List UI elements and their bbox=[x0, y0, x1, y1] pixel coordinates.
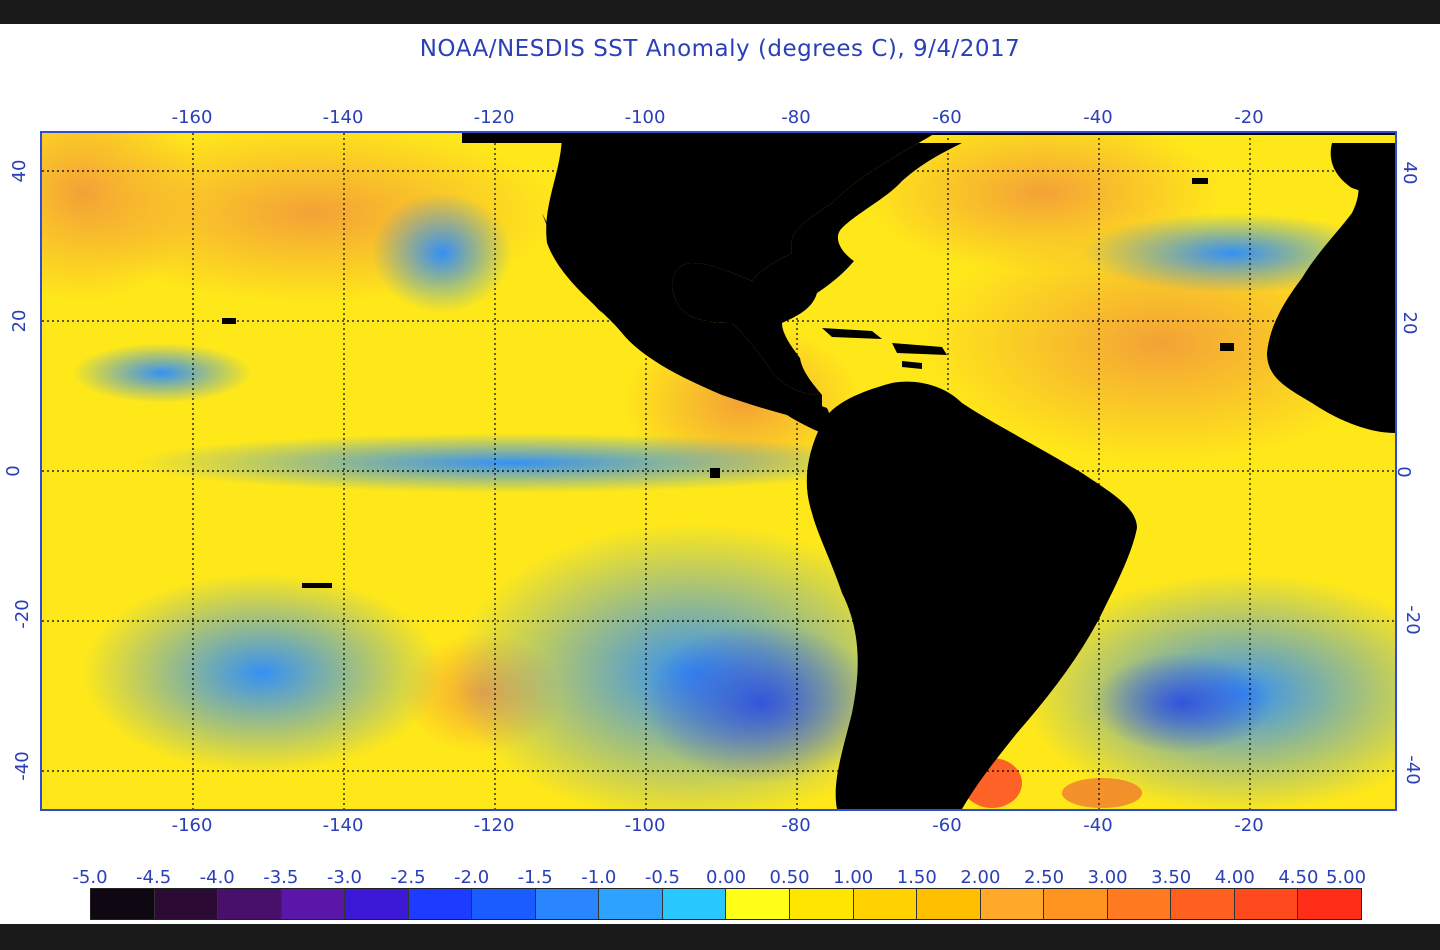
colorbar-label: 3.00 bbox=[1087, 867, 1128, 888]
lon-tick-top: -120 bbox=[473, 107, 515, 128]
lon-tick-top: -160 bbox=[171, 107, 213, 128]
lon-tick-bottom: -160 bbox=[171, 815, 213, 836]
lon-tick-bottom: -120 bbox=[473, 815, 515, 836]
colorbar-segment bbox=[408, 889, 473, 919]
colorbar-label: -2.0 bbox=[454, 867, 490, 888]
land-africa bbox=[1267, 143, 1395, 433]
colorbar-label: 0.50 bbox=[769, 867, 810, 888]
bottom-letterbox bbox=[0, 924, 1440, 950]
land-iberia bbox=[1330, 143, 1395, 203]
top-letterbox bbox=[0, 0, 1440, 24]
colorbar-segment bbox=[91, 889, 155, 919]
lat-tick-right: 20 bbox=[1398, 311, 1420, 335]
warm-patch-west bbox=[42, 133, 202, 303]
colorbar-segment bbox=[1107, 889, 1172, 919]
land-small-island-2 bbox=[1192, 178, 1208, 184]
colorbar-label: -1.5 bbox=[517, 867, 553, 888]
colorbar-label: -0.5 bbox=[644, 867, 680, 888]
colorbar-segment bbox=[1044, 889, 1108, 919]
lat-tick-right: 40 bbox=[1398, 161, 1420, 185]
colorbar-segment bbox=[1234, 889, 1299, 919]
land-north-america-west-coast bbox=[462, 133, 932, 423]
colorbar-label: 3.50 bbox=[1151, 867, 1192, 888]
land-central-america bbox=[732, 323, 831, 433]
colorbar-label: 0.00 bbox=[705, 867, 747, 888]
cool-southeast-pacific-core bbox=[642, 623, 882, 783]
colorbar-segment bbox=[218, 889, 282, 919]
cool-central-north bbox=[72, 343, 252, 403]
colorbar-segment bbox=[599, 889, 663, 919]
colorbar-segment bbox=[345, 889, 409, 919]
lon-tick-bottom: -100 bbox=[624, 815, 666, 836]
lon-tick-bottom: -80 bbox=[781, 815, 811, 836]
lat-tick-left: 40 bbox=[8, 159, 30, 183]
lon-tick-top: -20 bbox=[1234, 107, 1264, 128]
colorbar-segment bbox=[980, 889, 1045, 919]
lon-tick-top: -60 bbox=[932, 107, 962, 128]
map-title: NOAA/NESDIS SST Anomaly (degrees C), 9/4… bbox=[419, 36, 1021, 62]
colorbar-segment bbox=[790, 889, 854, 919]
colorbar-label: -5.0 bbox=[72, 867, 108, 888]
land-south-america bbox=[806, 381, 1137, 809]
lat-tick-left: -40 bbox=[12, 751, 34, 781]
colorbar-label: -4.0 bbox=[199, 867, 235, 888]
colorbar-label: 5.00 bbox=[1325, 867, 1367, 888]
colorbar-label: -4.5 bbox=[136, 867, 172, 888]
lat-tick-right: -40 bbox=[1402, 755, 1424, 785]
colorbar-label: 4.00 bbox=[1214, 867, 1255, 888]
lon-tick-top: -140 bbox=[322, 107, 364, 128]
land-small-island-1 bbox=[1220, 343, 1234, 351]
sst-anomaly-map bbox=[40, 131, 1397, 811]
colorbar-segment bbox=[1171, 889, 1235, 919]
colorbar-segment bbox=[917, 889, 981, 919]
colorbar-label: 1.00 bbox=[833, 867, 874, 888]
colorbar-label: 1.50 bbox=[896, 867, 937, 888]
lon-tick-bottom: -40 bbox=[1083, 815, 1113, 836]
cool-north-pacific bbox=[372, 193, 512, 313]
land-caribbean-islands bbox=[822, 328, 947, 369]
colorbar-label: -3.0 bbox=[326, 867, 362, 888]
cool-tongue-equator bbox=[132, 433, 892, 493]
colorbar-label: 4.50 bbox=[1278, 867, 1319, 888]
lon-tick-bottom: -20 bbox=[1234, 815, 1264, 836]
land-small-island-5 bbox=[302, 583, 332, 588]
colorbar-segment bbox=[154, 889, 219, 919]
colorbar-label: 2.50 bbox=[1023, 867, 1065, 888]
lon-tick-top: -100 bbox=[624, 107, 666, 128]
graticule bbox=[42, 133, 1395, 809]
colorbar-label: 2.00 bbox=[960, 867, 1001, 888]
lat-tick-left: 20 bbox=[8, 309, 30, 333]
lat-tick-left: -20 bbox=[12, 599, 34, 629]
lon-tick-top: -80 bbox=[781, 107, 811, 128]
colorbar-label: -1.0 bbox=[581, 867, 617, 888]
lon-tick-bottom: -140 bbox=[322, 815, 364, 836]
hot-spot-south-atlantic-2 bbox=[1062, 778, 1142, 808]
colorbar-segment bbox=[1298, 889, 1361, 919]
colorbar-legend bbox=[90, 888, 1362, 920]
colorbar-segment bbox=[472, 889, 536, 919]
lat-tick-right: 0 bbox=[1393, 466, 1415, 478]
colorbar-segment bbox=[535, 889, 600, 919]
colorbar-segment bbox=[662, 889, 727, 919]
cool-south-atlantic-core bbox=[1092, 653, 1272, 753]
colorbar-segment bbox=[281, 889, 346, 919]
cool-south-pacific-west bbox=[82, 573, 442, 773]
colorbar-segment bbox=[853, 889, 918, 919]
lon-tick-bottom: -60 bbox=[932, 815, 962, 836]
lat-tick-right: -20 bbox=[1402, 605, 1424, 635]
lat-tick-left: 0 bbox=[3, 465, 25, 477]
colorbar-label: -2.5 bbox=[390, 867, 426, 888]
land-small-island-3 bbox=[710, 468, 720, 478]
colorbar-segment bbox=[726, 889, 791, 919]
colorbar-label: -3.5 bbox=[263, 867, 299, 888]
lon-tick-top: -40 bbox=[1083, 107, 1113, 128]
